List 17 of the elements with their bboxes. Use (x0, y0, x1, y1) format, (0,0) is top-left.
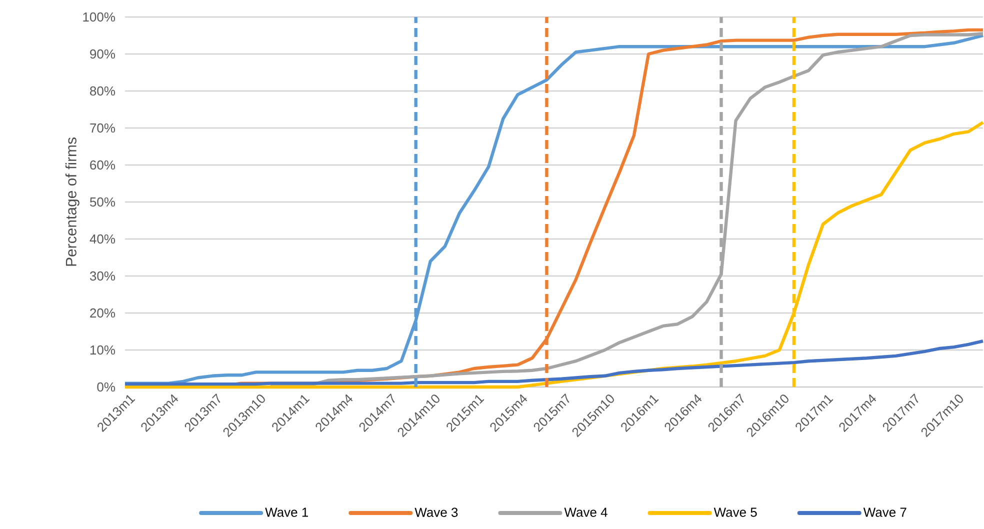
legend-label: Wave 3 (414, 508, 458, 517)
y-tick-label: 50% (90, 197, 116, 207)
y-tick-label: 100% (83, 12, 116, 22)
legend-label: Wave 5 (714, 508, 757, 517)
y-tick-label: 40% (90, 234, 116, 244)
y-tick-label: 0% (97, 382, 116, 392)
y-tick-label: 10% (90, 345, 116, 355)
legend-label: Wave 4 (564, 508, 608, 517)
y-tick-label: 90% (90, 49, 116, 59)
y-tick-label: 30% (90, 271, 116, 281)
y-tick-label: 70% (90, 123, 116, 133)
y-tick-label: 80% (90, 86, 116, 96)
y-axis-title: Percentage of firms (65, 138, 80, 266)
y-tick-label: 20% (90, 308, 116, 318)
legend-label: Wave 1 (265, 508, 308, 517)
legend-label: Wave 7 (863, 508, 906, 517)
y-tick-label: 60% (90, 160, 116, 170)
